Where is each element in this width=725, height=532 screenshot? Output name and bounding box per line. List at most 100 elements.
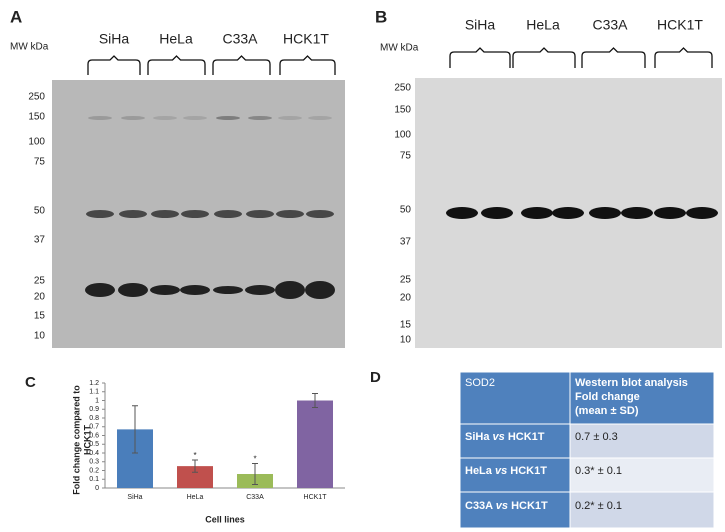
y-tick-label: 0.2 [89,467,99,474]
lane-bracket [581,47,646,68]
mw-marker: 75 [34,157,46,168]
band [216,116,240,120]
band [305,281,335,299]
x-tick-label: C33A [246,494,264,501]
lane-label: HeLa [159,31,193,47]
table-value: 0.2* ± 0.1 [575,500,622,512]
x-tick-label: HeLa [187,494,204,501]
band [521,207,553,219]
band [183,116,207,120]
mw-marker: 25 [400,275,412,286]
mw-marker: 15 [400,320,412,331]
band [278,116,302,120]
mw-marker: 10 [34,331,46,342]
error-bar [192,459,198,473]
lane-bracket [279,55,336,75]
y-tick-label: 1 [95,397,99,404]
lane-label: HCK1T [657,17,703,33]
error-bar [252,463,258,485]
lane-label: SiHa [99,31,130,47]
band [181,210,209,218]
x-tick-label: SiHa [127,494,142,501]
band [246,210,274,218]
lane-bracket [212,55,271,75]
band [121,116,145,120]
y-tick-label: 0.8 [89,415,99,422]
lane-label: C33A [592,17,628,33]
bar [297,400,333,488]
y-tick-label: 0 [95,485,99,492]
table-text: SiHa [465,431,490,443]
lane-label: SiHa [465,17,496,33]
band [306,210,334,218]
mw-marker: 50 [400,205,412,216]
band [308,116,332,120]
band [153,116,177,120]
y-tick-label: 0.7 [89,424,99,431]
table-cell [569,491,715,529]
panel-label: B [375,7,387,26]
mw-marker: 10 [400,335,412,346]
table-value: 0.3* ± 0.1 [575,465,622,477]
table-cell [459,423,571,459]
lane-bracket [512,47,576,68]
y-tick-label: 1.1 [89,389,99,396]
table-value: 0.7 ± 0.3 [575,431,618,443]
band [213,286,243,294]
error-bar [132,405,138,454]
band [119,210,147,218]
significance-mark: * [253,455,256,464]
band [151,210,179,218]
mw-marker: 150 [28,112,45,123]
mw-marker: 15 [34,311,46,322]
y-tick-label: 0.1 [89,476,99,483]
lane-label: C33A [222,31,258,47]
y-axis-title: HCK1T [82,425,92,456]
table-cell [459,457,571,493]
band [589,207,621,219]
band [552,207,584,219]
band [150,285,180,295]
mw-marker: 75 [400,151,412,162]
band [214,210,242,218]
lane-bracket [147,55,206,75]
table-text: C33A [465,500,493,512]
lane-bracket [654,47,713,68]
band [621,207,653,219]
band [481,207,513,219]
table-text: HeLa vs HCK1T [465,465,547,477]
table-text: SiHa vs HCK1T [465,431,545,443]
band [245,285,275,295]
mw-marker: 250 [394,83,411,94]
band [118,283,148,297]
y-tick-label: 0.6 [89,432,99,439]
mw-label: MW kDa [10,42,49,53]
table-header-cell [569,371,715,425]
band [275,281,305,299]
band [446,207,478,219]
y-tick-label: 0.4 [89,450,99,457]
y-tick-label: 1.2 [89,380,99,387]
mw-marker: 100 [394,130,411,141]
lane-label: HCK1T [283,31,329,47]
y-tick-label: 0.5 [89,441,99,448]
x-axis-title: Cell lines [205,514,245,524]
band [654,207,686,219]
band [180,285,210,295]
lane-bracket [449,47,511,68]
table-header: (mean ± SD) [575,405,639,417]
y-axis-title: Fold change compared to [71,385,81,495]
table-text: vs [495,465,507,477]
table-header: Western blot analysis [575,377,688,389]
table-cell [569,423,715,459]
table-text: HeLa [465,465,493,477]
table-text: vs [496,500,508,512]
mw-marker: 37 [34,235,46,246]
panel-label: D [370,369,381,386]
x-tick-label: HCK1T [304,494,328,501]
table-cell [569,457,715,493]
significance-mark: * [193,451,196,460]
table-text: vs [493,431,505,443]
table-text: HCK1T [510,465,547,477]
bar [177,466,213,488]
